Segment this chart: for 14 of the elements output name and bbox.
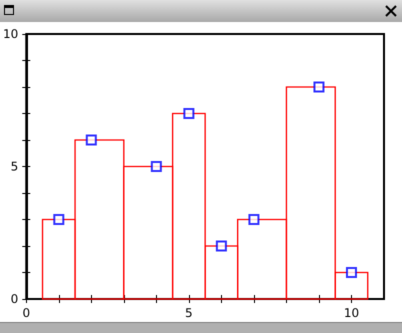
point [86, 134, 97, 146]
y-tick-label: 5 [10, 160, 18, 174]
point [346, 267, 357, 278]
point [248, 214, 260, 225]
point [216, 240, 227, 252]
point [53, 214, 64, 225]
x-tick-label: 5 [185, 306, 193, 320]
y-tick-label: 0 [10, 292, 18, 306]
y-tick-label: 10 [2, 27, 18, 41]
x-tick-label: 10 [344, 306, 360, 320]
point [150, 161, 162, 172]
point [183, 108, 194, 119]
x-tick-label: 0 [22, 306, 30, 320]
point [313, 82, 324, 92]
